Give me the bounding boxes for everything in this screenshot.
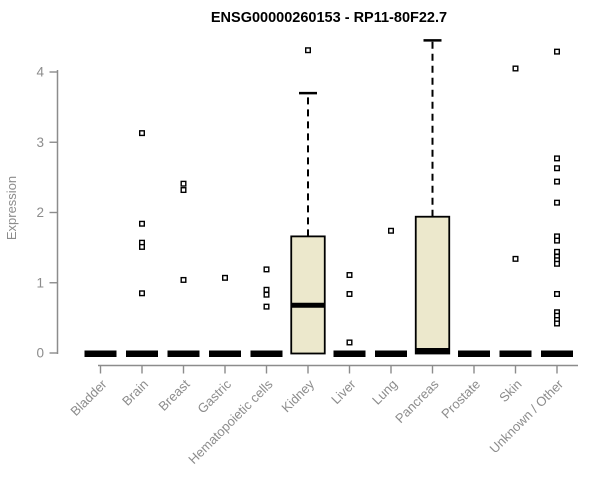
- box-kidney: [290, 47, 326, 355]
- outlier-point: [554, 178, 561, 185]
- box-liver: [333, 272, 366, 357]
- outlier-point: [180, 180, 187, 187]
- outlier-point: [554, 155, 561, 162]
- outlier-point: [554, 290, 561, 297]
- outlier-point: [388, 227, 395, 234]
- outlier-point: [554, 248, 561, 255]
- outlier-point: [263, 291, 270, 298]
- flat-median-bar: [499, 350, 532, 357]
- outlier-point: [512, 255, 519, 262]
- x-tick-label: Kidney: [278, 376, 317, 415]
- y-tick-label: 4: [36, 65, 44, 80]
- flat-median-bar: [84, 350, 117, 357]
- box-bladder: [84, 350, 117, 357]
- chart-title: ENSG00000260153 - RP11-80F22.7: [211, 10, 447, 26]
- x-tick-label: Pancreas: [392, 376, 442, 426]
- box-skin: [499, 65, 532, 357]
- x-tick-label: Gastric: [194, 376, 234, 416]
- x-tick-label: Unknown / Other: [487, 376, 567, 456]
- box-gastric: [209, 274, 241, 357]
- flat-median-bar: [209, 350, 241, 357]
- outlier-point: [554, 237, 561, 244]
- x-tick-label: Skin: [496, 377, 524, 405]
- box-unknown-other: [541, 48, 573, 357]
- x-tick-label: Liver: [328, 376, 359, 407]
- box-body: [414, 215, 451, 355]
- outlier-point: [180, 276, 187, 283]
- box-pancreas: [414, 39, 451, 355]
- outlier-point: [554, 48, 561, 55]
- flat-median-bar: [250, 350, 283, 357]
- outlier-point: [346, 272, 353, 279]
- outlier-point: [554, 199, 561, 206]
- outlier-point: [221, 274, 228, 281]
- y-tick-label: 1: [36, 275, 44, 290]
- flat-median-bar: [458, 350, 490, 357]
- x-tick-label: Breast: [155, 376, 192, 413]
- flat-median-bar: [541, 350, 573, 357]
- outlier-point: [138, 130, 145, 137]
- y-ticks: 0 1 2 3 4: [36, 65, 58, 361]
- x-tick-label: Prostate: [438, 377, 483, 422]
- outlier-point: [554, 320, 561, 327]
- flat-median-bar: [333, 350, 366, 357]
- box-prostate: [458, 350, 490, 357]
- flat-median-bar: [167, 350, 200, 357]
- outlier-point: [554, 165, 561, 172]
- boxes-layer: [84, 39, 573, 357]
- outlier-point: [263, 266, 270, 273]
- y-axis-label: Expression: [4, 176, 19, 240]
- y-tick-label: 3: [36, 135, 44, 150]
- outlier-point: [346, 339, 353, 346]
- x-tick-label: Bladder: [67, 376, 110, 419]
- outlier-point: [263, 286, 270, 293]
- flat-median-bar: [126, 350, 158, 357]
- box-brain: [126, 130, 158, 357]
- outlier-point: [138, 290, 145, 297]
- outlier-point: [180, 187, 187, 194]
- box-breast: [167, 180, 200, 357]
- y-tick-label: 2: [36, 205, 44, 220]
- outlier-point: [305, 47, 312, 54]
- outlier-point: [346, 290, 353, 297]
- box-hematopoietic-cells: [250, 266, 283, 357]
- flat-median-bar: [375, 350, 407, 357]
- outlier-point: [138, 220, 145, 227]
- outlier-point: [263, 303, 270, 310]
- box-lung: [375, 227, 407, 357]
- y-tick-label: 0: [36, 346, 44, 361]
- box-body: [290, 235, 326, 355]
- outlier-point: [138, 243, 145, 250]
- x-tick-label: Brain: [119, 377, 151, 409]
- outlier-point: [554, 260, 561, 267]
- x-tick-label: Lung: [369, 377, 400, 408]
- outlier-point: [512, 65, 519, 72]
